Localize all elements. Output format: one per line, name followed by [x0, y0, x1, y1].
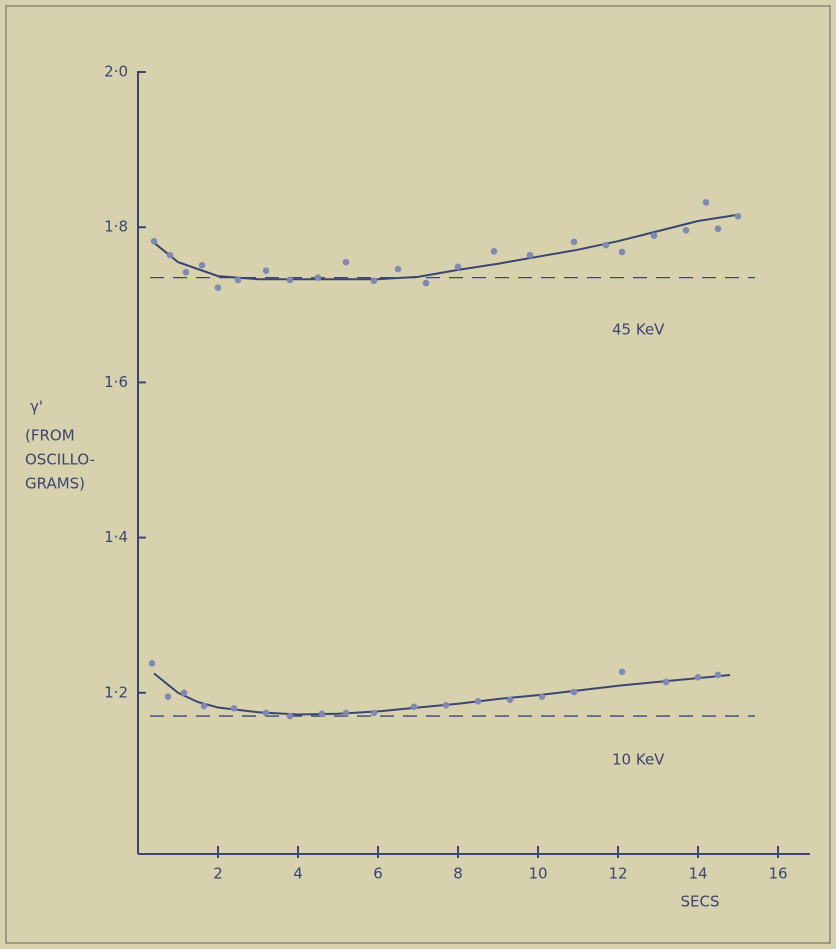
- data-point: [200, 702, 208, 710]
- data-point: [714, 671, 722, 679]
- x-tick-label: 4: [293, 865, 303, 883]
- data-point: [442, 701, 450, 709]
- y-tick-label: 1·8: [104, 218, 128, 236]
- data-point: [506, 696, 514, 704]
- y-tick-label: 1·6: [104, 373, 128, 391]
- series-label: 10 KeV: [612, 751, 665, 769]
- x-tick-label: 2: [213, 865, 223, 883]
- data-point: [618, 248, 626, 256]
- data-point: [262, 267, 270, 274]
- data-point: [490, 247, 498, 255]
- x-tick-label: 14: [688, 865, 707, 883]
- data-point: [150, 237, 158, 245]
- y-tick-label: 1·4: [104, 528, 128, 546]
- data-point: [342, 258, 350, 266]
- data-point: [286, 712, 294, 720]
- data-point: [286, 276, 294, 284]
- data-point: [682, 227, 690, 234]
- data-point: [318, 710, 326, 718]
- data-point: [702, 199, 710, 206]
- x-tick-label: 12: [608, 865, 627, 883]
- data-point: [538, 693, 546, 700]
- x-axis-label: SECS: [681, 893, 720, 911]
- data-point: [182, 268, 190, 276]
- data-point: [262, 709, 270, 717]
- series-label: 45 KeV: [612, 321, 665, 339]
- fit-curve: [153, 672, 731, 716]
- data-point: [570, 688, 578, 696]
- y-tick-label: 2·0: [104, 63, 128, 81]
- data-point: [526, 251, 534, 259]
- data-point: [394, 265, 402, 273]
- x-tick-label: 6: [373, 865, 383, 883]
- data-point: [198, 261, 206, 269]
- data-point: [602, 241, 610, 249]
- data-point: [166, 251, 174, 259]
- data-point: [694, 673, 702, 681]
- y-axis-label: GRAMS): [25, 475, 85, 493]
- y-tick-label: 1·2: [104, 683, 128, 701]
- y-axis-label: (FROM: [25, 427, 75, 445]
- data-point: [180, 689, 188, 697]
- data-point: [714, 225, 722, 233]
- x-tick-label: 10: [528, 865, 547, 883]
- data-point: [342, 709, 350, 717]
- data-point: [234, 276, 242, 284]
- data-point: [662, 678, 670, 686]
- data-point: [370, 709, 378, 717]
- data-point: [410, 703, 418, 711]
- data-point: [454, 263, 462, 271]
- data-point: [370, 277, 378, 285]
- data-point: [164, 693, 172, 700]
- data-point: [570, 238, 578, 246]
- data-point: [650, 232, 658, 240]
- data-point: [214, 284, 222, 292]
- data-point: [734, 213, 742, 220]
- data-point: [618, 668, 626, 676]
- x-tick-label: 16: [768, 865, 787, 883]
- x-tick-label: 8: [453, 865, 463, 883]
- y-axis-label: OSCILLO-: [25, 451, 95, 469]
- y-axis-label: γ': [30, 398, 43, 416]
- data-point: [230, 705, 238, 712]
- frame: [5, 5, 831, 944]
- data-point: [148, 660, 156, 667]
- data-point: [422, 279, 430, 287]
- data-point: [314, 274, 322, 281]
- data-point: [474, 698, 482, 705]
